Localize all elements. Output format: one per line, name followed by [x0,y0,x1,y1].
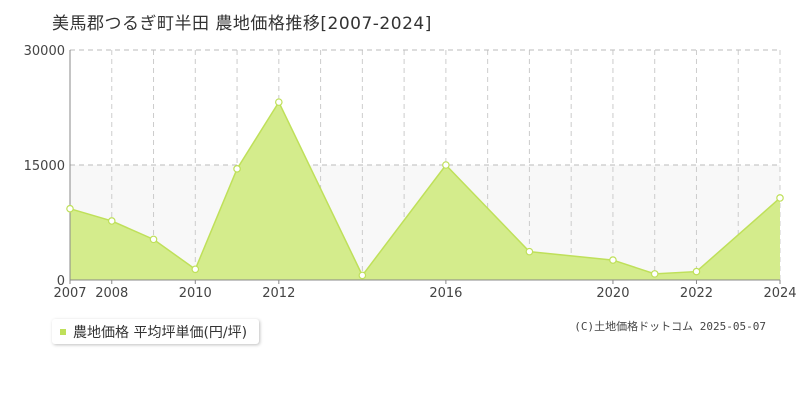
data-point [525,247,534,256]
data-point [442,161,450,169]
data-point [233,165,241,173]
x-tick-label: 2012 [262,286,295,301]
y-tick-label: 30000 [24,44,65,59]
data-point [692,267,701,276]
data-points [66,98,784,280]
x-tick-label: 2024 [763,286,796,301]
y-tick-label: 15000 [24,159,65,174]
axes [69,50,781,284]
data-point [107,217,116,225]
data-point [776,194,784,202]
x-tick-label: 2022 [680,286,713,301]
x-tick-label: 2008 [95,286,128,301]
data-point [275,98,283,106]
page-title: 美馬郡つるぎ町半田 農地価格推移[2007-2024] [52,14,432,34]
legend-label: 農地価格 平均坪単価(円/坪) [73,324,248,341]
data-point [650,270,659,278]
credit-text: (C)土地価格ドットコム 2025-05-07 [574,320,766,333]
y-tick-label: 0 [57,274,65,289]
x-tick-label: 2007 [53,286,86,301]
data-point [149,235,158,244]
data-point [358,271,367,280]
x-tick-label: 2020 [596,286,629,301]
x-tick-label: 2010 [179,286,212,301]
data-point [609,256,617,264]
series-area [70,102,780,280]
legend-swatch [60,328,66,335]
legend: 農地価格 平均坪単価(円/坪) [52,319,260,344]
data-point [191,265,200,274]
data-point [66,204,74,213]
x-tick-label: 2016 [429,286,462,301]
